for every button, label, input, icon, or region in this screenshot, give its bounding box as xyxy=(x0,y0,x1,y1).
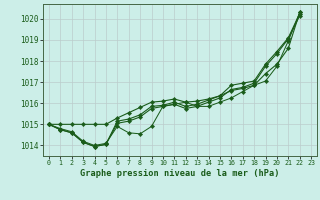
X-axis label: Graphe pression niveau de la mer (hPa): Graphe pression niveau de la mer (hPa) xyxy=(80,169,280,178)
